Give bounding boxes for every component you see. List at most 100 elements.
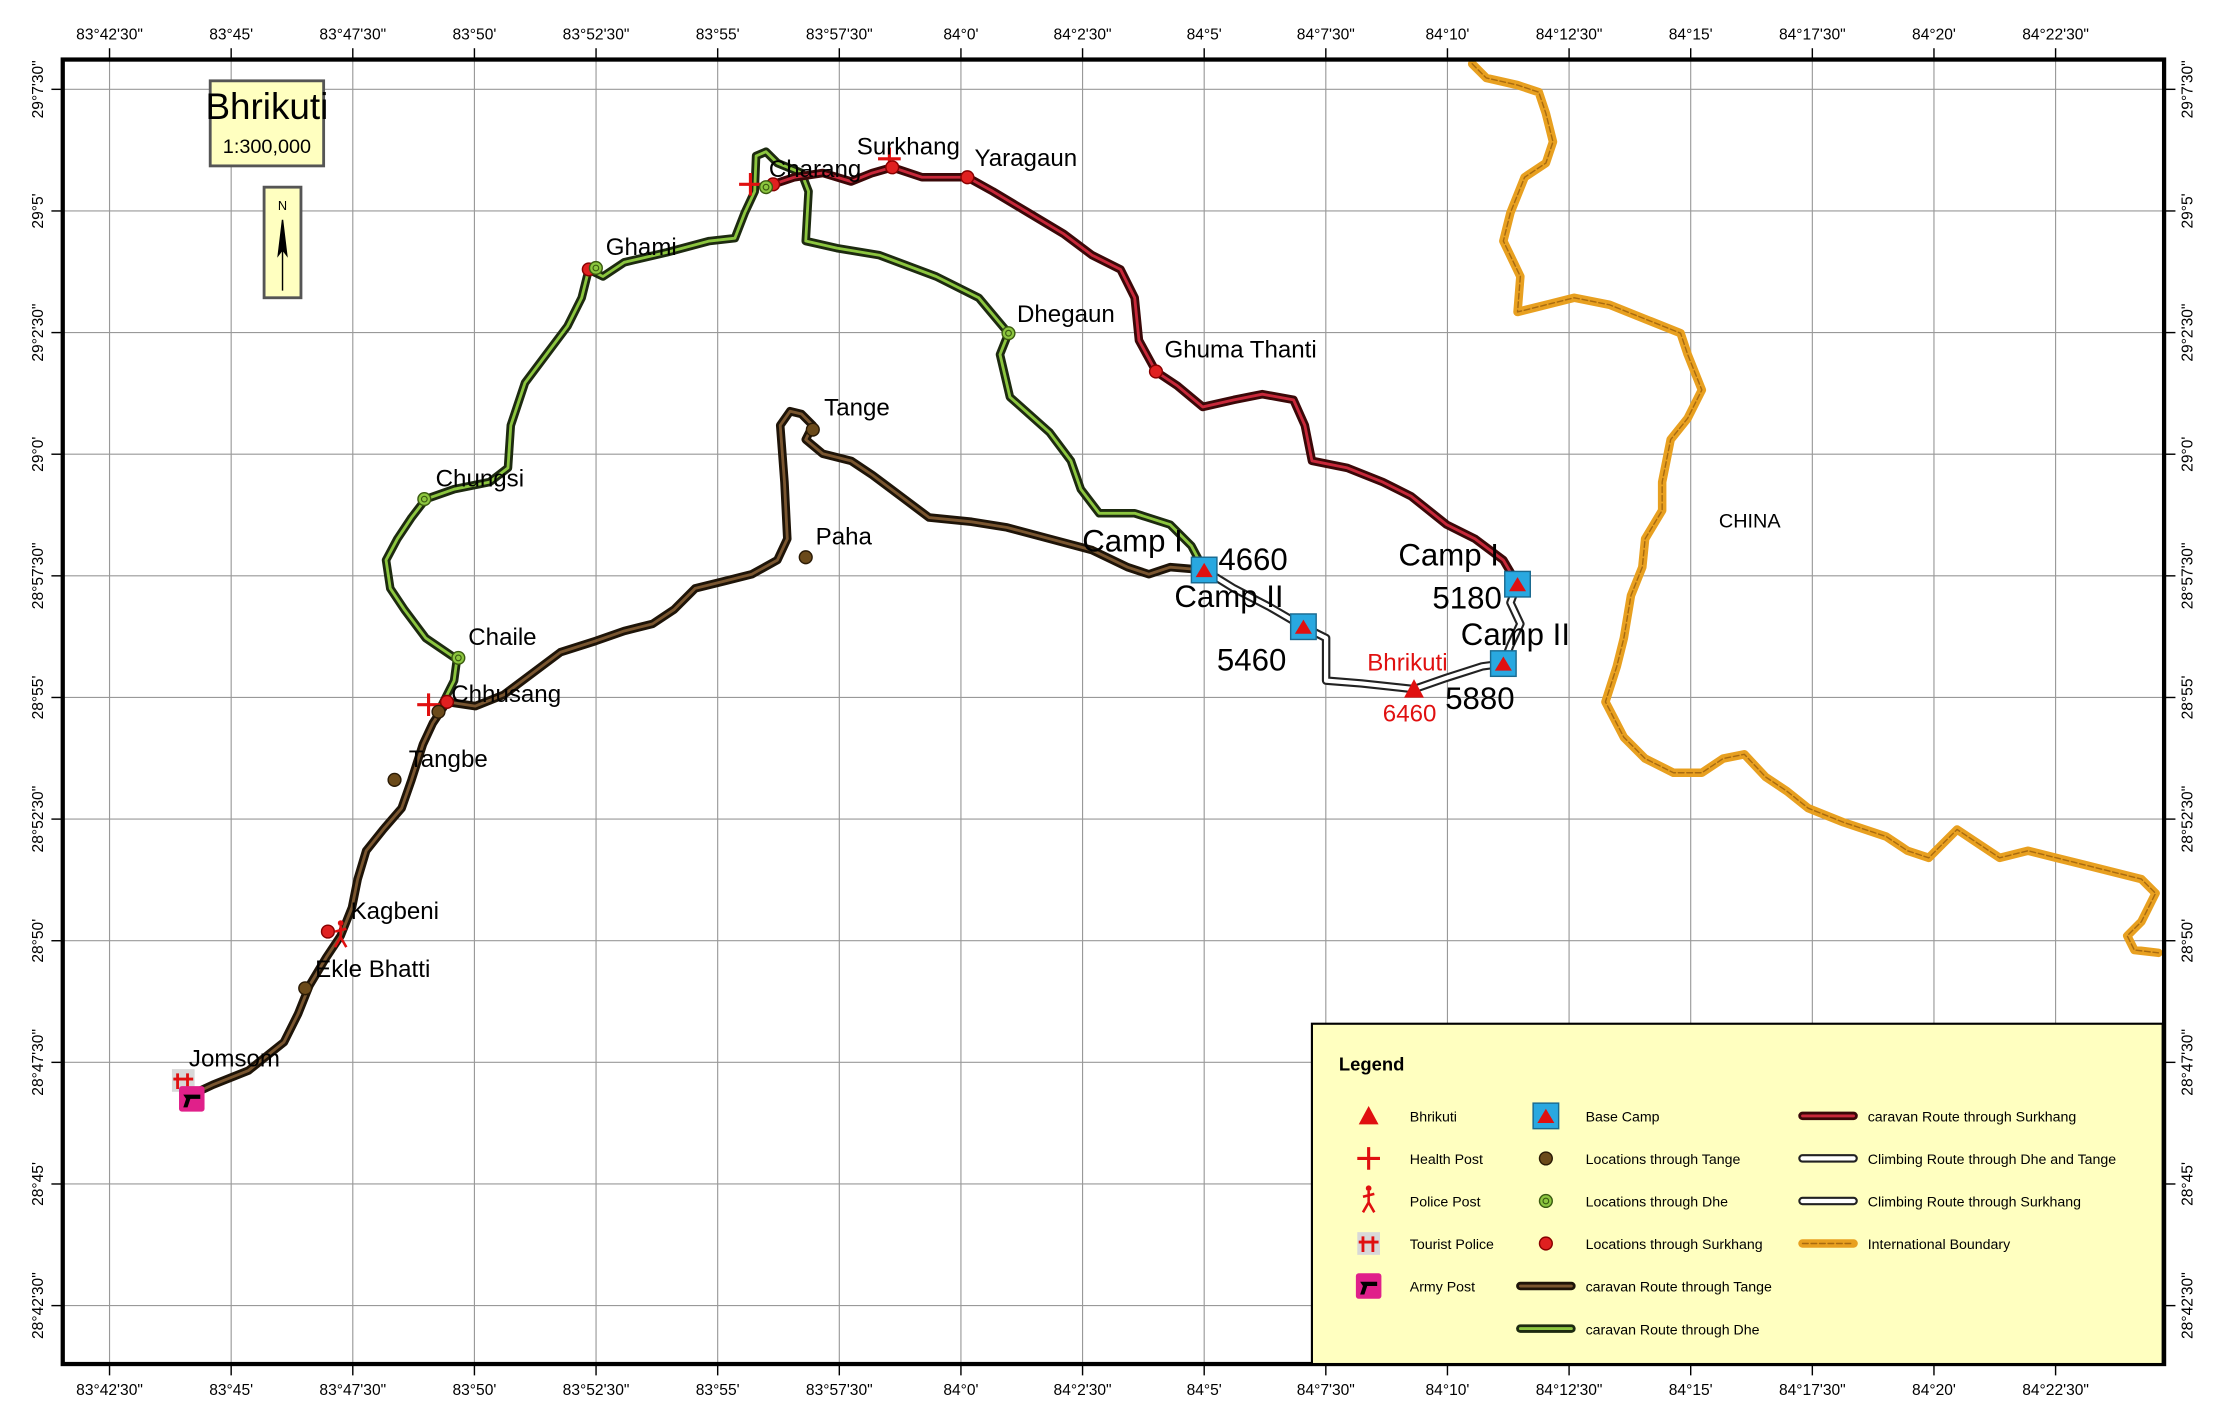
place-label: Chhusang (451, 681, 561, 708)
lon-label: 83°50' (452, 27, 496, 44)
police-head (337, 920, 344, 926)
lon-label: 84°17'30" (1779, 27, 1846, 44)
lat-label: 28°57'30" (2179, 542, 2196, 609)
lat-label: 28°42'30" (2179, 1272, 2196, 1339)
lon-label: 84°2'30" (1054, 27, 1112, 44)
legend-item: Locations through Surkhang (1586, 1237, 1763, 1253)
labels: Jomsom Ekle Bhatti Kagbeni Tangbe Chhusang Ch… (189, 134, 1781, 1073)
location-surkhang (1148, 364, 1164, 379)
legend-title: Legend (1339, 1054, 1405, 1075)
base-camp-tent (1537, 1108, 1555, 1123)
lon-label: 84°12'30" (1536, 27, 1603, 44)
legend: Legend Bhrikuti Health Post Police Post Tou… (1310, 1022, 2164, 1366)
legend-item: Health Post (1410, 1152, 1483, 1168)
location-dhe (417, 492, 432, 507)
location-dhe-ring (592, 264, 600, 272)
lat-label: 29°5' (2179, 193, 2196, 228)
lon-label: 84°20' (1912, 1382, 1956, 1399)
police-post (1361, 1191, 1376, 1213)
lon-label: 83°42'30" (76, 27, 143, 44)
tourist-police-figure (1358, 1236, 1379, 1253)
title-box: Bhrikuti 1:300,000 (205, 79, 328, 168)
place-label: Charang (769, 156, 861, 183)
lon-label: 84°10' (1426, 1382, 1470, 1399)
lon-label: 83°45' (209, 1382, 253, 1399)
summit (1404, 679, 1424, 698)
place-label: Chaile (468, 624, 536, 651)
legend-frame (1310, 1022, 2164, 1366)
north-needle (277, 219, 288, 291)
camp-elevation: 5460 (1217, 643, 1286, 678)
lon-label: 84°22'30" (2022, 27, 2089, 44)
health-post (417, 693, 440, 717)
lat-label: 28°47'30" (30, 1029, 47, 1096)
lon-label: 84°15' (1669, 27, 1713, 44)
lat-label: 28°55' (30, 676, 47, 720)
legend-item: Bhrikuti (1410, 1110, 1457, 1126)
location-surkhang (320, 924, 335, 939)
legend-item: Police Post (1410, 1195, 1481, 1211)
place-label: Ekle Bhatti (315, 956, 430, 983)
location-tange (798, 550, 813, 565)
lon-label: 83°50' (452, 1382, 496, 1399)
camp-label: Camp I (1398, 538, 1499, 573)
place-label: Ghuma Thanti (1164, 336, 1316, 363)
place-label: Surkhang (857, 134, 960, 161)
legend-item: International Boundary (1868, 1237, 2011, 1253)
base-camp-tent (1509, 577, 1527, 592)
location-tange (387, 772, 402, 787)
health-post (1357, 1147, 1380, 1170)
lon-label: 84°17'30" (1779, 1382, 1846, 1399)
legend-item: Base Camp (1586, 1110, 1660, 1126)
legend-item: Locations through Dhe (1586, 1195, 1729, 1211)
lat-label: 29°7'30" (2179, 60, 2196, 118)
location-tange (431, 704, 446, 719)
lon-label: 83°42'30" (76, 1382, 143, 1399)
lon-label: 83°47'30" (319, 27, 386, 44)
lat-label: 28°50' (2179, 919, 2196, 963)
map-scale: 1:300,000 (223, 136, 311, 158)
lon-label: 83°55' (696, 27, 740, 44)
lon-label: 84°15' (1669, 1382, 1713, 1399)
legend-item: caravan Route through Surkhang (1868, 1110, 2077, 1126)
north-arrow: N (262, 185, 303, 300)
camp-label: Camp I (1082, 524, 1183, 559)
army-gun (183, 1094, 201, 1108)
lon-label: 83°55' (696, 1382, 740, 1399)
lon-label: 84°22'30" (2022, 1382, 2089, 1399)
location-dhe-ring (1542, 1197, 1550, 1205)
location-dhe (1538, 1193, 1553, 1209)
legend-item: caravan Route through Tange (1586, 1280, 1772, 1296)
base-camp-tent (1195, 562, 1213, 578)
lat-label: 28°47'30" (2179, 1029, 2196, 1096)
army-gun (1360, 1281, 1378, 1295)
lon-label: 84°20' (1912, 27, 1956, 44)
summit-elevation: 6460 (1383, 701, 1437, 728)
location-dhe-ring (762, 183, 770, 191)
lat-label: 28°57'30" (30, 542, 47, 609)
summit (1358, 1105, 1379, 1125)
location-surkhang (439, 694, 455, 709)
lat-label: 28°45' (2179, 1162, 2196, 1206)
police-head (1365, 1185, 1372, 1192)
lon-label: 84°7'30" (1297, 1382, 1355, 1399)
place-label: Dhegaun (1017, 301, 1115, 328)
lon-label: 84°2'30" (1054, 1382, 1112, 1399)
lon-label: 84°5' (1187, 1382, 1222, 1399)
route-dhe (384, 150, 1206, 714)
camp-elevation: 5880 (1445, 681, 1514, 716)
location-surkhang (1538, 1236, 1553, 1251)
lat-label: 29°0' (2179, 437, 2196, 472)
lon-label: 84°10' (1426, 27, 1470, 44)
legend-item: Army Post (1410, 1280, 1475, 1296)
location-surkhang (960, 170, 975, 185)
lon-label: 84°0' (943, 1382, 978, 1399)
base-camp-tent (1494, 656, 1512, 671)
lon-label: 84°5' (1187, 27, 1222, 44)
location-dhe (588, 260, 603, 276)
place-label: Tange (824, 394, 890, 421)
lon-label: 84°0' (943, 27, 978, 44)
legend-item: Locations through Tange (1586, 1152, 1741, 1168)
